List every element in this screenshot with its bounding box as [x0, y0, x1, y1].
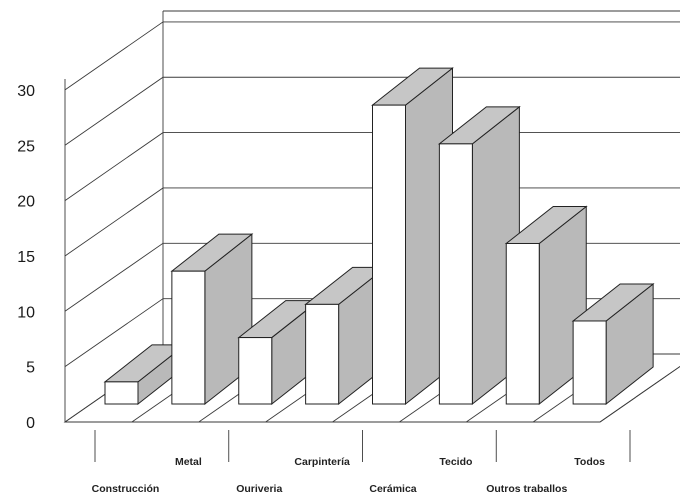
- bars: [103, 67, 655, 406]
- x-category-label: Cerámica: [369, 483, 416, 495]
- x-axis-labels: Construcción Metal Ouriveria Carpintería Cer…: [92, 456, 605, 495]
- x-category-label: Construcción: [92, 483, 160, 495]
- y-tick-label: 0: [26, 415, 35, 432]
- x-category-label: Outros traballos: [486, 483, 567, 495]
- y-tick-label: 5: [26, 360, 35, 377]
- y-tick-label: 30: [17, 83, 35, 100]
- floor-divider: [599, 365, 680, 423]
- gridline: [64, 21, 680, 91]
- y-tick-label: 15: [17, 249, 35, 266]
- y-axis-ticks: 0 5 10 15 20 25 30: [17, 83, 35, 432]
- y-tick-label: 10: [17, 304, 35, 321]
- bar: [571, 282, 655, 406]
- gridline: [64, 76, 680, 146]
- y-tick-label: 20: [17, 194, 35, 211]
- y-tick-label: 25: [17, 138, 35, 155]
- x-category-label: Tecido: [439, 456, 472, 468]
- bar: [170, 233, 254, 406]
- x-category-label: Todos: [574, 456, 605, 468]
- bar: [437, 105, 521, 406]
- x-category-label: Ouriveria: [236, 483, 282, 495]
- x-category-label: Metal: [175, 456, 202, 468]
- x-category-label: Carpintería: [294, 456, 350, 468]
